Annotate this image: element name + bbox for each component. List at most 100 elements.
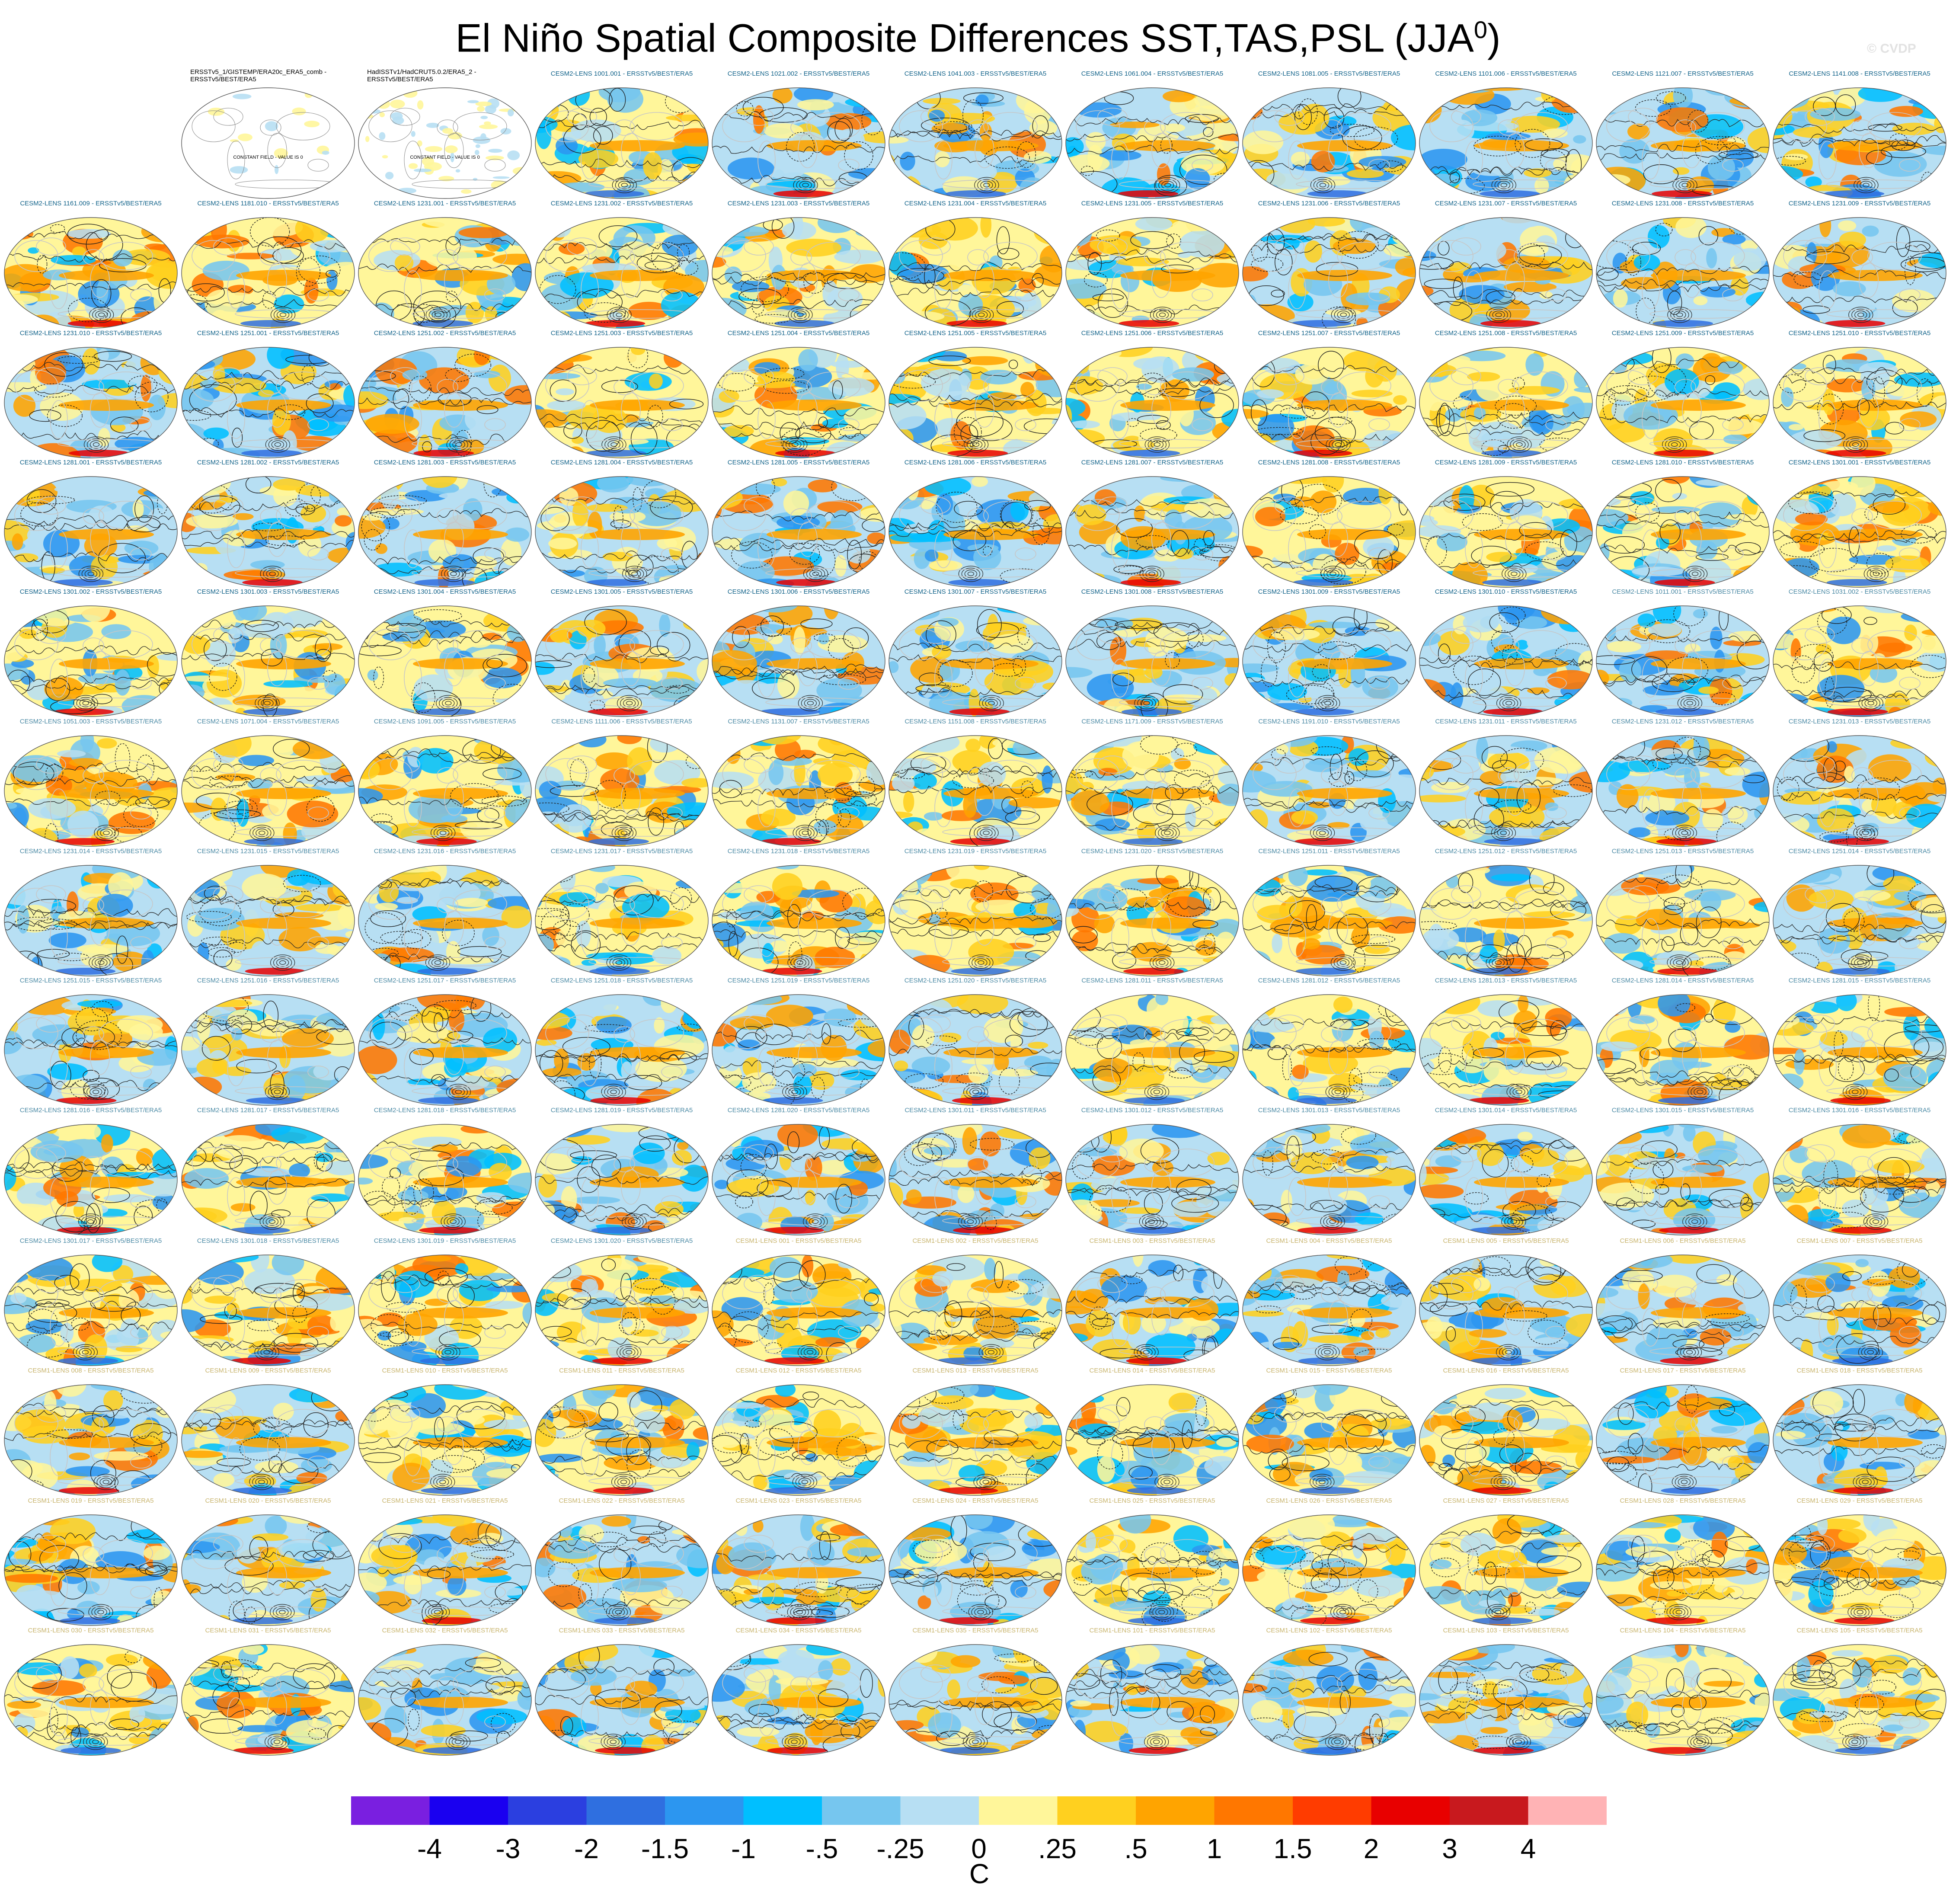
anomaly-patch [54,485,101,493]
anomaly-patch [237,624,289,638]
anomaly-patch [1229,487,1239,496]
map-panel: CESM2-LENS 1301.010 - ERSSTv5/BEST/ERA5 [1418,588,1594,718]
anomaly-patch [80,606,110,622]
anomaly-patch [1700,286,1736,298]
psl-contour [1541,148,1570,159]
psl-contour [794,310,807,319]
anomaly-patch [1519,241,1549,256]
robinson-map [1242,735,1416,847]
map-field: CONSTANT FIELD - VALUE IS 0 [358,88,531,198]
continent-outline [757,270,776,309]
anomaly-patch [480,115,488,119]
continent-outline [227,400,245,439]
continent-outline [798,522,818,557]
southern-ocean-anomaly [760,708,821,715]
robinson-map [1242,87,1416,199]
psl-contour [1866,369,1903,394]
continent-outline [14,370,58,402]
map-panel: CESM2-LENS 1231.017 - ERSSTv5/BEST/ERA5 [534,848,710,977]
map-field [1596,736,1769,846]
map-panel: CESM2-LENS 1031.002 - ERSSTv5/BEST/ERA5 [1771,588,1948,718]
continent-outline [50,529,68,568]
continent-outline [975,522,994,557]
anomaly-patch [1356,195,1380,198]
continent-outline [1851,249,1873,266]
enso-warm-tongue [590,788,685,799]
continent-outline [36,496,66,515]
anomaly-patch [786,239,841,257]
anomaly-patch [392,116,404,125]
continent-outline [1505,133,1525,168]
psl-contour [1870,570,1883,578]
enso-warm-tongue [59,400,154,411]
continent-outline [83,249,104,266]
southern-ocean-anomaly [1826,579,1887,586]
psl-contour [889,522,1062,533]
anomaly-patch [1710,627,1723,650]
psl-contour [1492,310,1505,319]
psl-contour [110,416,139,434]
anomaly-patch [419,367,470,394]
map-field [1596,88,1769,198]
anomaly-patch [1250,713,1304,717]
continent-outline [1097,367,1128,385]
anomaly-patch [426,122,439,128]
chart-title: El Niño Spatial Composite Differences SS… [0,16,1956,61]
panel-title: CESM2-LENS 1251.007 - ERSSTv5/BEST/ERA5 [1258,330,1400,337]
enso-warm-tongue [1120,400,1215,411]
anomaly-patch [1195,347,1239,363]
continent-outline [1151,262,1171,298]
enso-warm-tongue [413,788,508,799]
map-border [1065,87,1239,199]
continent-outline [1160,112,1215,141]
psl-contour [1750,829,1761,846]
psl-contour [960,424,978,444]
map-panel: CESM2-LENS 1191.010 - ERSSTv5/BEST/ERA5 [1241,718,1417,848]
anomaly-patch [1601,89,1652,114]
continent-outline [1368,288,1390,301]
map-field [4,218,177,328]
anomaly-patch [659,614,671,637]
psl-contour [1313,179,1333,192]
continent-outline [83,508,104,525]
psl-contour [1066,544,1239,557]
robinson-map [535,605,709,717]
anomaly-patch [1613,741,1627,751]
anomaly-patch [458,227,509,238]
psl-contour [1490,491,1524,517]
psl-contour [1608,392,1636,406]
map-border [1242,347,1416,458]
map-field [1419,736,1592,846]
psl-contour [1860,181,1873,189]
psl-contour [984,146,1030,169]
psl-contour [1066,385,1239,396]
anomaly-patch [1179,230,1225,258]
anomaly-patch [292,738,339,759]
psl-contour [601,436,626,453]
psl-contour [82,701,89,706]
anomaly-patch [797,307,839,314]
anomaly-patch [1325,309,1361,316]
continent-outline [1805,237,1835,256]
anomaly-patch [182,218,203,234]
panel-title: CESM2-LENS 1281.009 - ERSSTv5/BEST/ERA5 [1435,459,1577,466]
anomaly-patch [889,606,940,621]
anomaly-patch [358,606,381,620]
psl-contour [1154,175,1187,197]
anomaly-patch [867,532,885,544]
anomaly-patch [1616,784,1639,808]
anomaly-patch [540,347,581,355]
psl-contour [358,636,531,648]
psl-contour [1500,182,1507,188]
anomaly-patch [1243,194,1265,198]
psl-contour [1596,388,1769,398]
continent-outline [1899,159,1921,172]
anomaly-patch [1596,452,1626,458]
psl-contour [1096,229,1120,242]
psl-contour [809,545,836,577]
anomaly-patch [558,242,585,255]
anomaly-patch [1651,506,1700,513]
continent-outline [967,119,989,136]
map-field [889,218,1062,328]
anomaly-patch [754,362,781,375]
